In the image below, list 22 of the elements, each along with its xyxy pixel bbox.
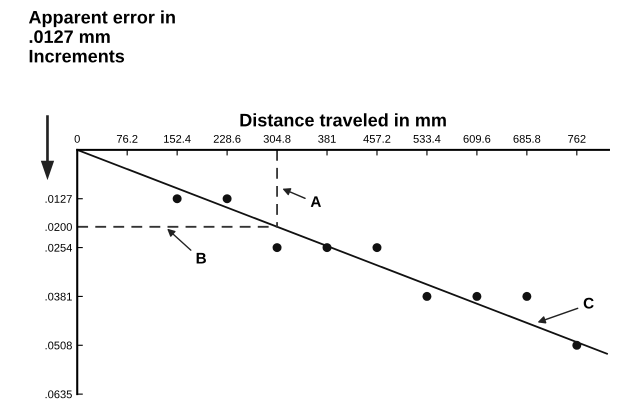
x-axis-title: Distance traveled in mm	[240, 113, 446, 126]
x-tick-label: 76.2	[116, 134, 138, 143]
y-tick-label: .0200	[46, 223, 72, 231]
x-tick-label: 762	[568, 134, 586, 143]
y-tick-label: .0254	[46, 244, 72, 252]
x-tick-label: 533.4	[413, 134, 441, 143]
y-tick-label: .0635	[46, 390, 72, 398]
x-tick-label: 228.6	[214, 134, 241, 143]
annotation: C	[584, 298, 594, 309]
y-tick-label: .0127	[46, 194, 72, 203]
y-axis-title: Apparent error in .0127 mm Increments	[28, 10, 175, 63]
y-tick-label: .0381	[46, 292, 72, 301]
x-tick-label: 457.2	[363, 134, 390, 143]
x-tick-label: 381	[318, 134, 336, 143]
x-tick-label: 152.4	[164, 134, 191, 143]
x-tick-label: 0	[74, 134, 80, 143]
x-tick-label: 685.8	[514, 134, 540, 143]
x-tick-label: 609.6	[464, 134, 490, 143]
x-tick-label: 304.8	[264, 134, 290, 143]
y-tick-label: .0508	[46, 342, 72, 350]
annotation: B	[196, 252, 206, 264]
annotation: A	[310, 196, 321, 207]
